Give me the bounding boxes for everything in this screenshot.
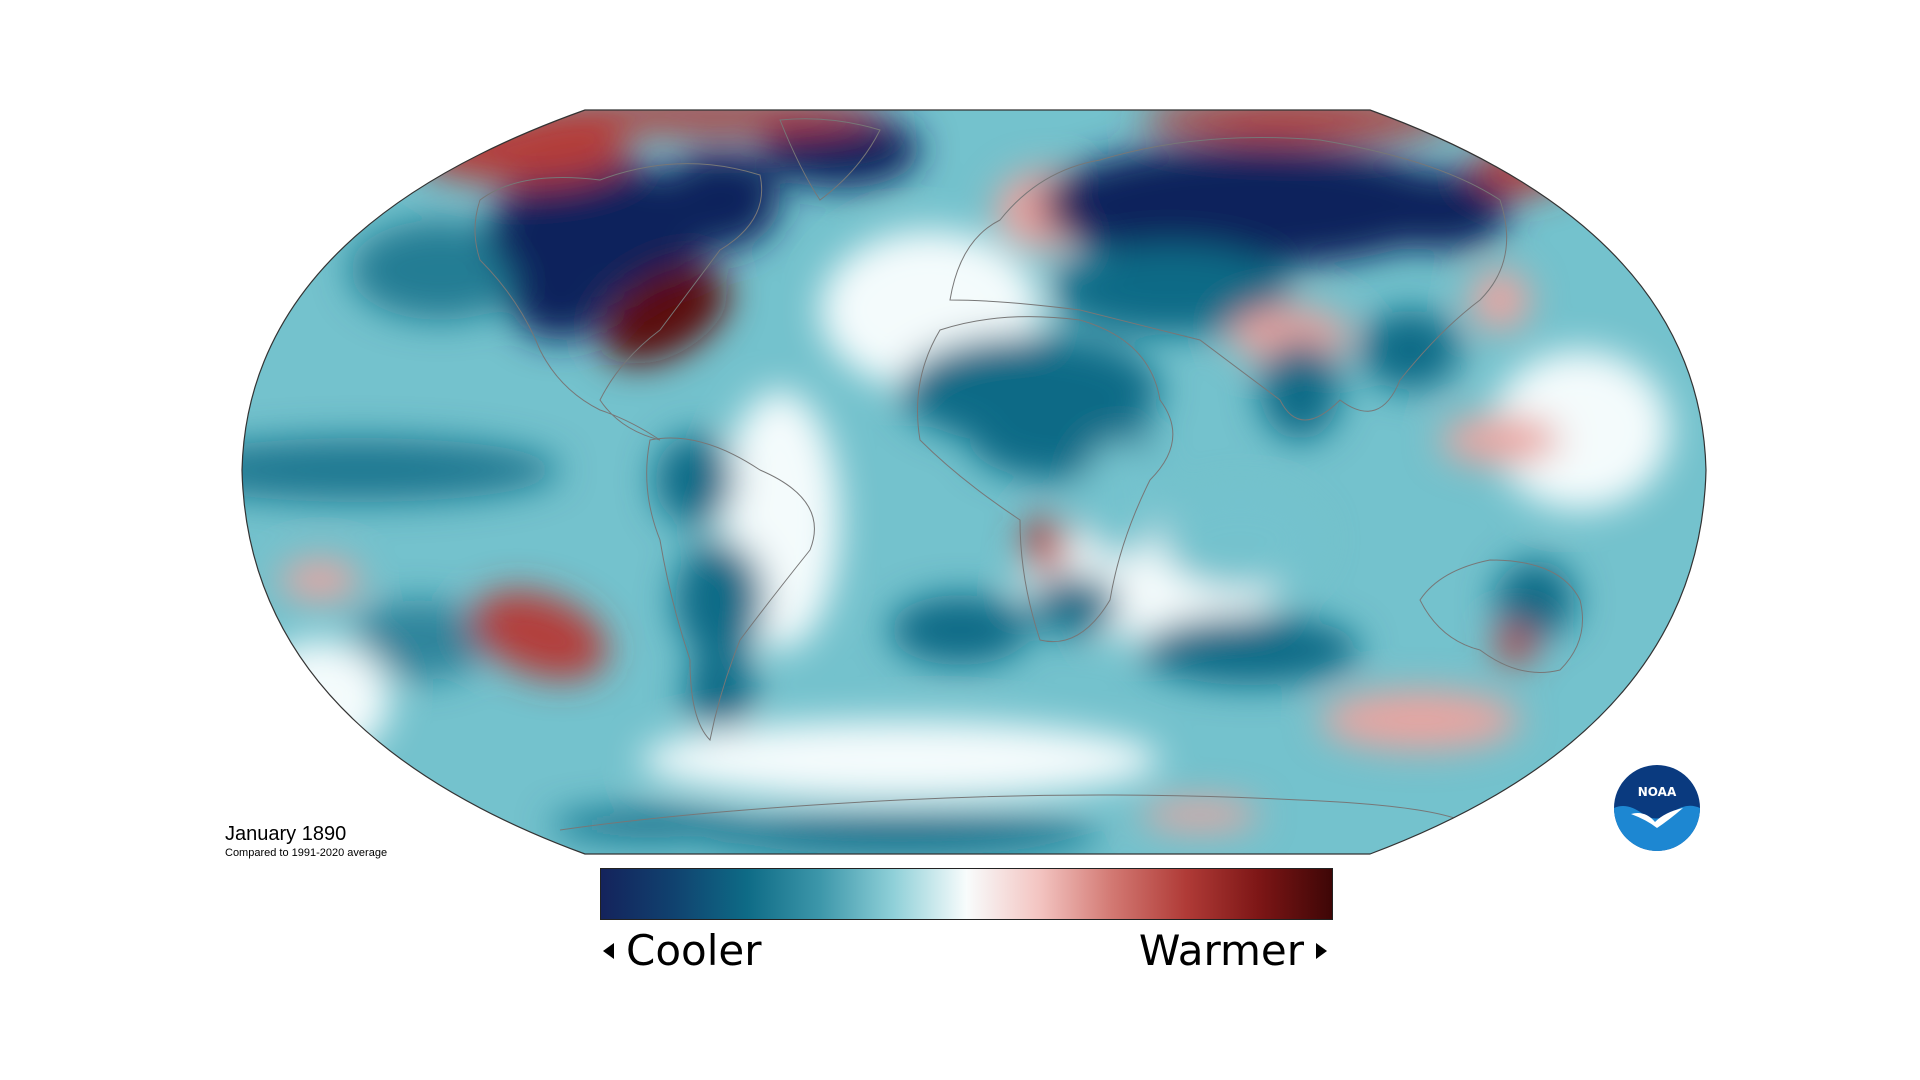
map-outline bbox=[241, 109, 1707, 855]
pacific-neutral bbox=[1490, 350, 1670, 510]
antarctica-coastline bbox=[559, 794, 1461, 831]
south-pacific-neutral bbox=[250, 640, 390, 760]
australia-coastline bbox=[1419, 559, 1583, 673]
indian-ocean-cool bbox=[1140, 615, 1360, 685]
anomaly-blobs bbox=[242, 110, 1670, 854]
equatorial-pacific-cool bbox=[242, 438, 560, 502]
central-asia-cold bbox=[1050, 245, 1290, 335]
far-east-cold bbox=[1370, 170, 1510, 250]
siberia-cold bbox=[1040, 143, 1460, 267]
legend-cooler: Cooler bbox=[603, 925, 762, 977]
north-pacific-cool bbox=[350, 220, 530, 320]
arrow-right-icon bbox=[1316, 942, 1327, 959]
southeast-pacific-warm bbox=[472, 590, 608, 680]
se-asia-cool bbox=[1360, 310, 1460, 390]
legend-warmer: Warmer bbox=[1139, 925, 1327, 977]
arrow-left-icon bbox=[603, 942, 614, 959]
antarctica-warm bbox=[1140, 800, 1260, 830]
patagonia-cool bbox=[685, 650, 755, 730]
south-america-coastline bbox=[646, 437, 815, 742]
angola-warm bbox=[1023, 517, 1067, 573]
amazon-cold bbox=[655, 435, 735, 525]
antarctica-cool-2 bbox=[550, 810, 750, 840]
coastlines bbox=[474, 118, 1583, 831]
south-pacific-cool bbox=[350, 600, 490, 680]
indian-ocean-cool-2 bbox=[1160, 490, 1320, 590]
south-africa-cold bbox=[1030, 575, 1120, 635]
antarctica-cool bbox=[700, 815, 1100, 854]
map-subtitle: Compared to 1991-2020 average bbox=[225, 847, 388, 859]
noaa-logo-text: NOAA bbox=[1638, 785, 1677, 799]
tasman-warm bbox=[1320, 690, 1520, 750]
western-pacific-warm bbox=[1440, 415, 1560, 465]
arctic-warm bbox=[520, 110, 880, 133]
noaa-logo: NOAA bbox=[1613, 764, 1701, 852]
noaa-logo-inner bbox=[1614, 805, 1700, 851]
western-us-cold bbox=[510, 260, 610, 340]
labrador-cold bbox=[660, 150, 780, 250]
australia-cold bbox=[1495, 560, 1575, 640]
greenland-coastline bbox=[779, 118, 881, 201]
arctic-east-warm bbox=[1140, 110, 1460, 140]
north-america-coastline bbox=[474, 163, 763, 441]
africa-coastline bbox=[917, 316, 1174, 643]
australia-warm bbox=[1495, 625, 1535, 665]
south-atlantic-cool bbox=[890, 595, 1030, 665]
south-america-cold bbox=[675, 540, 765, 660]
japan-warm bbox=[1470, 270, 1530, 330]
noaa-emblem: NOAA bbox=[1614, 765, 1700, 851]
india-cool bbox=[1260, 340, 1340, 440]
legend-cooler-label: Cooler bbox=[626, 926, 762, 975]
europe-asia-coastline bbox=[949, 137, 1508, 421]
map-field bbox=[242, 110, 1706, 854]
map-caption: January 1890 Compared to 1991-2020 avera… bbox=[225, 822, 387, 860]
east-africa-cool bbox=[1080, 440, 1160, 560]
noaa-logo-bird bbox=[1631, 808, 1683, 828]
south-pacific-warm bbox=[280, 560, 360, 600]
map-title: January 1890 bbox=[225, 823, 347, 845]
colorbar bbox=[600, 868, 1333, 920]
southern-ocean-neutral bbox=[640, 720, 1160, 800]
eastern-us-warm bbox=[601, 265, 729, 365]
legend-warmer-label: Warmer bbox=[1138, 926, 1304, 975]
